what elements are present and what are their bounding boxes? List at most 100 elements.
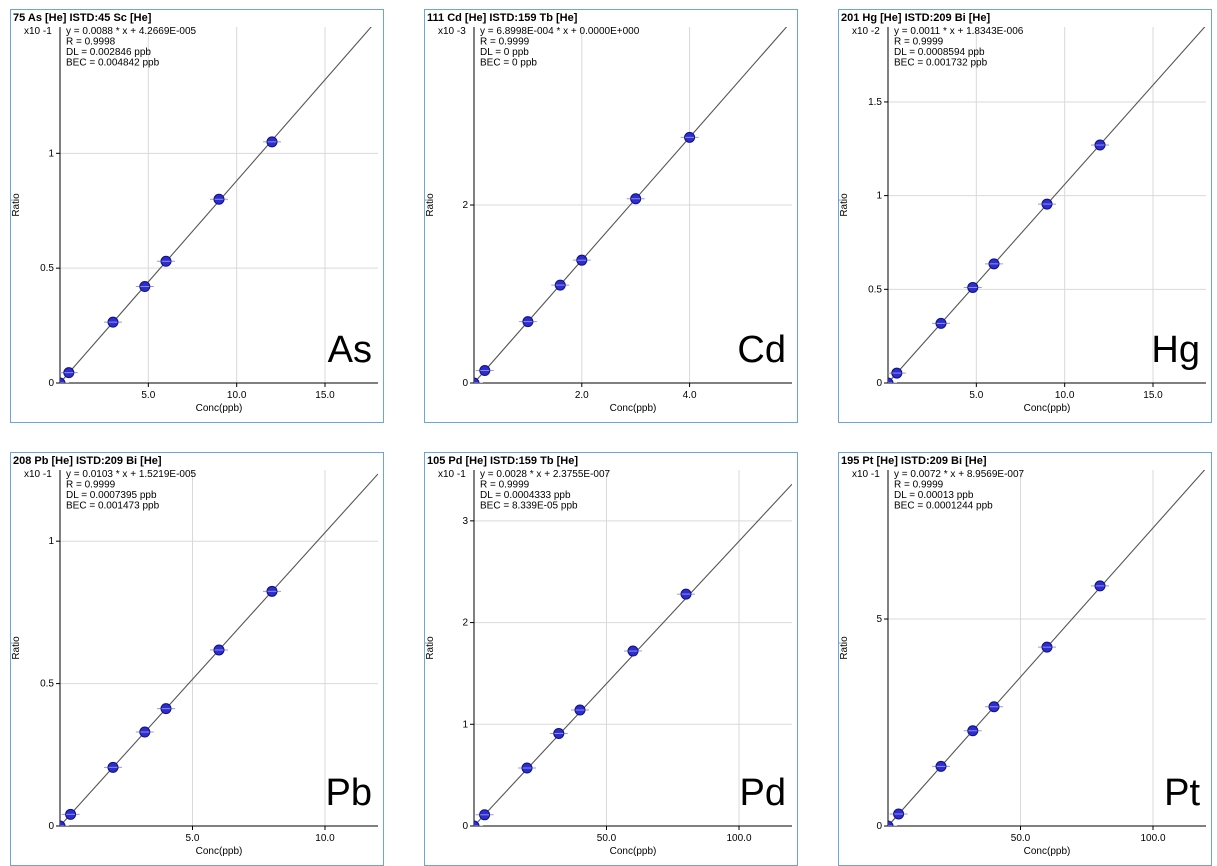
y-axis-label: Ratio bbox=[425, 193, 436, 217]
regression-stat: DL = 0.0004333 ppb bbox=[480, 490, 571, 501]
y-tick-label: 0 bbox=[462, 378, 468, 389]
chart-title: 195 Pt [He] ISTD:209 Bi [He] bbox=[841, 455, 987, 467]
chart-title: 75 As [He] ISTD:45 Sc [He] bbox=[13, 12, 152, 24]
regression-stat: R = 0.9999 bbox=[894, 480, 944, 491]
element-symbol: Pt bbox=[1164, 772, 1200, 814]
panel-frame bbox=[838, 9, 1212, 423]
data-points bbox=[60, 585, 281, 826]
y-tick-label: 0 bbox=[48, 378, 54, 389]
regression-stat: DL = 0.0008594 ppb bbox=[894, 47, 985, 58]
element-symbol: Hg bbox=[1151, 329, 1200, 371]
regression-stat: y = 0.0011 * x + 1.8343E-006 bbox=[894, 26, 1024, 37]
data-point bbox=[474, 820, 480, 826]
chart-svg: 5.0 10.0 15.0 0 0.5 1 75 As [He] ISTD:45 Sc [H… bbox=[10, 9, 384, 423]
x-axis-label: Conc(ppb) bbox=[196, 846, 243, 857]
x-axis-label: Conc(ppb) bbox=[1024, 846, 1071, 857]
x-tick-label: 5.0 bbox=[141, 390, 155, 401]
regression-stat: y = 0.0088 * x + 4.2669E-005 bbox=[66, 26, 197, 37]
y-tick-label: 1 bbox=[48, 536, 54, 547]
panel-frame bbox=[10, 9, 384, 423]
regression-stat: R = 0.9999 bbox=[894, 37, 944, 48]
plot-content bbox=[60, 473, 378, 826]
x-tick-label: 4.0 bbox=[683, 390, 697, 401]
plot-content bbox=[888, 27, 1206, 383]
y-exponent-label: x10 -1 bbox=[24, 26, 52, 37]
data-points bbox=[474, 588, 695, 826]
regression-stat: DL = 0.002846 ppb bbox=[66, 47, 151, 58]
y-tick-label: 2 bbox=[462, 618, 468, 629]
x-axis-label: Conc(ppb) bbox=[1024, 403, 1071, 414]
y-tick-label: 0.5 bbox=[40, 263, 54, 274]
y-exponent-label: x10 -1 bbox=[24, 469, 52, 480]
calibration-panel-pt: 50.0 100.0 0 5 195 Pt [He] ISTD:209 Bi [He] x… bbox=[838, 452, 1212, 866]
y-exponent-label: x10 -2 bbox=[852, 26, 880, 37]
x-tick-label: 100.0 bbox=[726, 833, 751, 844]
y-tick-label: 1 bbox=[462, 719, 468, 730]
gridlines bbox=[888, 27, 1206, 383]
y-tick-label: 0 bbox=[462, 821, 468, 832]
data-point bbox=[474, 377, 480, 383]
chart-title: 201 Hg [He] ISTD:209 Bi [He] bbox=[841, 12, 990, 24]
data-points bbox=[888, 580, 1109, 826]
y-ticks: 0 1 2 3 bbox=[462, 516, 474, 832]
x-tick-label: 10.0 bbox=[227, 390, 247, 401]
regression-stat: y = 0.0103 * x + 1.5219E-005 bbox=[66, 469, 197, 480]
y-tick-label: 0.5 bbox=[40, 679, 54, 690]
y-tick-label: 2 bbox=[462, 200, 468, 211]
regression-stat: y = 0.0028 * x + 2.3755E-007 bbox=[480, 469, 611, 480]
x-ticks: 50.0 100.0 bbox=[597, 826, 752, 844]
y-axis-label: Ratio bbox=[839, 636, 850, 660]
data-point bbox=[60, 820, 66, 826]
x-ticks: 5.0 10.0 15.0 bbox=[969, 383, 1163, 401]
x-tick-label: 5.0 bbox=[969, 390, 983, 401]
y-tick-label: 1 bbox=[48, 148, 54, 159]
x-tick-label: 2.0 bbox=[575, 390, 589, 401]
x-tick-label: 15.0 bbox=[315, 390, 335, 401]
element-symbol: As bbox=[328, 329, 372, 371]
y-tick-label: 3 bbox=[462, 516, 468, 527]
calibration-panel-pd: 50.0 100.0 0 1 2 3 105 Pd [He] ISTD:159 Tb [He… bbox=[424, 452, 798, 866]
x-tick-label: 10.0 bbox=[1055, 390, 1075, 401]
x-axis-label: Conc(ppb) bbox=[610, 846, 657, 857]
x-tick-label: 50.0 bbox=[1011, 833, 1031, 844]
y-tick-label: 0 bbox=[48, 821, 54, 832]
x-tick-label: 5.0 bbox=[186, 833, 200, 844]
chart-svg: 5.0 10.0 0 0.5 1 208 Pb [He] ISTD:209 Bi [He]… bbox=[10, 452, 384, 866]
y-tick-label: 5 bbox=[876, 614, 882, 625]
regression-stat: BEC = 0 ppb bbox=[480, 58, 537, 69]
y-axis-label: Ratio bbox=[425, 636, 436, 660]
element-symbol: Pd bbox=[740, 772, 786, 814]
x-ticks: 5.0 10.0 15.0 bbox=[141, 383, 335, 401]
element-symbol: Pb bbox=[326, 772, 372, 814]
plot-content bbox=[888, 470, 1206, 826]
chart-title: 105 Pd [He] ISTD:159 Tb [He] bbox=[427, 455, 578, 467]
regression-stat: R = 0.9998 bbox=[66, 37, 116, 48]
gridlines bbox=[474, 27, 792, 383]
regression-stat: DL = 0.0007395 ppb bbox=[66, 490, 157, 501]
y-ticks: 0 0.5 1 1.5 bbox=[868, 97, 888, 389]
panel-frame bbox=[838, 452, 1212, 866]
y-tick-label: 1 bbox=[876, 191, 882, 202]
regression-stat: DL = 0.00013 ppb bbox=[894, 490, 974, 501]
chart-title: 111 Cd [He] ISTD:159 Tb [He] bbox=[427, 12, 578, 24]
data-points bbox=[888, 139, 1109, 383]
gridlines bbox=[60, 27, 378, 383]
x-tick-label: 10.0 bbox=[315, 833, 335, 844]
y-tick-label: 0 bbox=[876, 821, 882, 832]
y-tick-label: 1.5 bbox=[868, 97, 882, 108]
chart-svg: 5.0 10.0 15.0 0 0.5 1 1.5 201 Hg [He] ISTD:209 … bbox=[838, 9, 1212, 423]
gridlines bbox=[474, 470, 792, 826]
chart-title: 208 Pb [He] ISTD:209 Bi [He] bbox=[13, 455, 162, 467]
x-ticks: 50.0 100.0 bbox=[1011, 826, 1166, 844]
panel-frame bbox=[424, 9, 798, 423]
data-points bbox=[60, 136, 281, 383]
regression-stat: BEC = 0.001473 ppb bbox=[66, 501, 160, 512]
regression-stat: BEC = 0.001732 ppb bbox=[894, 58, 988, 69]
x-axis-label: Conc(ppb) bbox=[610, 403, 657, 414]
regression-stat: R = 0.9999 bbox=[480, 480, 530, 491]
data-point bbox=[60, 377, 66, 383]
regression-stat: R = 0.9999 bbox=[66, 480, 116, 491]
calibration-panel-as: 5.0 10.0 15.0 0 0.5 1 75 As [He] ISTD:45 Sc [H… bbox=[10, 9, 384, 423]
